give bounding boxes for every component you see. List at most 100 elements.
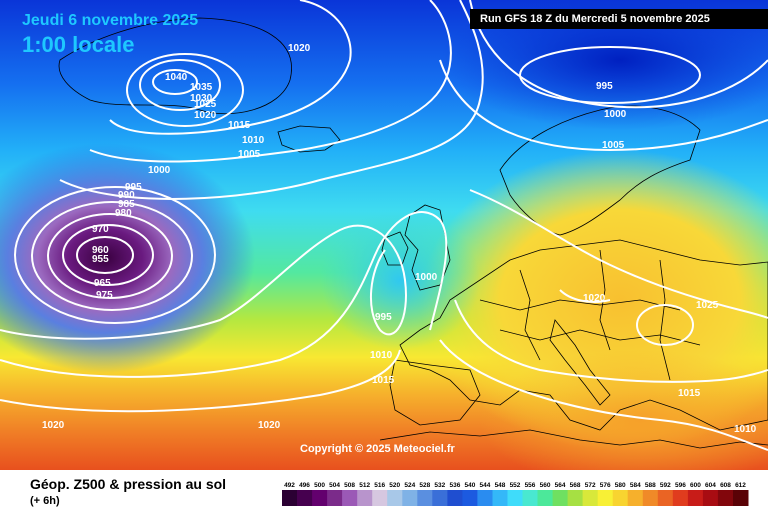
legend-tick-label: 508 [344, 482, 355, 489]
isobar-label: 1000 [148, 165, 171, 176]
forecast-time: 1:00 locale [22, 32, 135, 57]
legend-swatch [387, 490, 403, 506]
legend-tick-label: 552 [510, 482, 521, 489]
legend-swatch [462, 490, 478, 506]
legend-swatch [402, 490, 418, 506]
legend-swatch [492, 490, 508, 506]
legend-tick-label: 524 [404, 482, 415, 489]
legend-swatch [297, 490, 313, 506]
legend-tick-label: 504 [329, 482, 340, 489]
isobar-label: 1010 [734, 424, 757, 435]
weather-map: 1020 1040 1035 1030 1025 1020 1015 1010 … [0, 0, 768, 470]
legend-swatch [327, 490, 343, 506]
legend-tick-label: 544 [479, 482, 490, 489]
isobar-label: 1020 [288, 43, 311, 54]
legend-tick-label: 596 [675, 482, 686, 489]
legend-tick-label: 564 [555, 482, 566, 489]
legend-tick-label: 528 [419, 482, 430, 489]
legend-tick-label: 536 [449, 482, 460, 489]
legend-tick-label: 584 [630, 482, 641, 489]
legend-swatch [717, 490, 734, 506]
legend-tick-label: 604 [705, 482, 716, 489]
isobar-label: 1020 [194, 110, 217, 121]
legend-tick-label: 516 [374, 482, 385, 489]
isobar-label: 1015 [678, 388, 701, 399]
isobar-label: 1040 [165, 72, 188, 83]
legend-swatch [657, 490, 674, 506]
isobar-label: 995 [125, 182, 142, 193]
forecast-date: Jeudi 6 novembre 2025 [22, 12, 199, 29]
trough-area [320, 210, 480, 350]
legend-swatch [733, 490, 749, 506]
isobar-label: 1010 [242, 135, 265, 146]
legend-tick-label: 576 [600, 482, 611, 489]
legend-swatch [477, 490, 493, 506]
legend-swatch [342, 490, 358, 506]
legend-swatch [507, 490, 523, 506]
legend-swatch [312, 490, 328, 506]
isobar-labels: 1020 1040 1035 1030 1025 1020 1015 1010 … [42, 43, 757, 435]
copyright: Copyright © 2025 Meteociel.fr [300, 443, 455, 455]
isobar-label: 960 [92, 245, 109, 256]
legend-swatch [567, 490, 584, 506]
isobar-label: 955 [92, 254, 109, 265]
isobar-label: 1020 [583, 293, 606, 304]
legend-swatch [357, 490, 373, 506]
legend-swatch [282, 490, 298, 506]
map-title: Géop. Z500 & pression au sol [30, 476, 227, 492]
isobar-label: 980 [115, 208, 132, 219]
legend-swatch [687, 490, 704, 506]
legend-tick-label: 512 [359, 482, 370, 489]
legend-swatch [372, 490, 388, 506]
legend-tick-label: 600 [690, 482, 701, 489]
cold-pool-north [440, 0, 768, 130]
legend-swatch [642, 490, 659, 506]
isobar-label: 1005 [238, 149, 261, 160]
legend-tick-label: 560 [540, 482, 551, 489]
legend-swatch [702, 490, 719, 506]
legend-swatch [447, 490, 463, 506]
legend-tick-label: 568 [570, 482, 581, 489]
coastlines [58, 17, 768, 449]
map-canvas: 1020 1040 1035 1030 1025 1020 1015 1010 … [0, 0, 768, 470]
legend-swatch [552, 490, 569, 506]
legend-swatch [522, 490, 538, 506]
legend-tick-label: 592 [660, 482, 671, 489]
legend-swatch [582, 490, 599, 506]
legend-swatch [537, 490, 553, 506]
warm-area-mediterranean [480, 350, 768, 470]
isobar-label: 965 [94, 278, 111, 289]
legend-tick-label: 572 [585, 482, 596, 489]
color-legend: 492 496 500 504 508 512 516 520 524 528 532 536 540 5… [282, 482, 749, 506]
isobar-label: 1000 [415, 272, 438, 283]
legend-swatch [417, 490, 433, 506]
legend-tick-label: 540 [464, 482, 475, 489]
legend-tick-label: 612 [735, 482, 746, 489]
isobar-label: 1015 [228, 120, 251, 131]
isobar-label: 1000 [604, 109, 627, 120]
legend-tick-label: 548 [495, 482, 506, 489]
run-info: Run GFS 18 Z du Mercredi 5 novembre 2025 [470, 9, 768, 29]
isobar-label: 1010 [370, 350, 393, 361]
legend-tick-label: 556 [525, 482, 536, 489]
deep-low-area [0, 143, 255, 373]
isobar-label: 1030 [190, 93, 213, 104]
legend-tick-label: 580 [615, 482, 626, 489]
isobar-label: 985 [118, 199, 135, 210]
isobar-label: 995 [596, 81, 613, 92]
isobars [0, 0, 768, 450]
legend-swatch [612, 490, 629, 506]
isobar-label: 1020 [258, 420, 281, 431]
isobar-label: 1025 [194, 99, 217, 110]
legend-swatch [627, 490, 644, 506]
isobar-label: 995 [375, 312, 392, 323]
isobar-label: 1025 [696, 300, 719, 311]
legend-swatch [432, 490, 448, 506]
isobar-label: 975 [96, 290, 113, 301]
isobar-label: 990 [118, 190, 135, 201]
legend-tick-label: 532 [434, 482, 445, 489]
legend-tick-label: 608 [720, 482, 731, 489]
isobar-label: 1005 [602, 140, 625, 151]
forecast-step: (+ 6h) [30, 495, 60, 507]
legend-swatch [597, 490, 614, 506]
